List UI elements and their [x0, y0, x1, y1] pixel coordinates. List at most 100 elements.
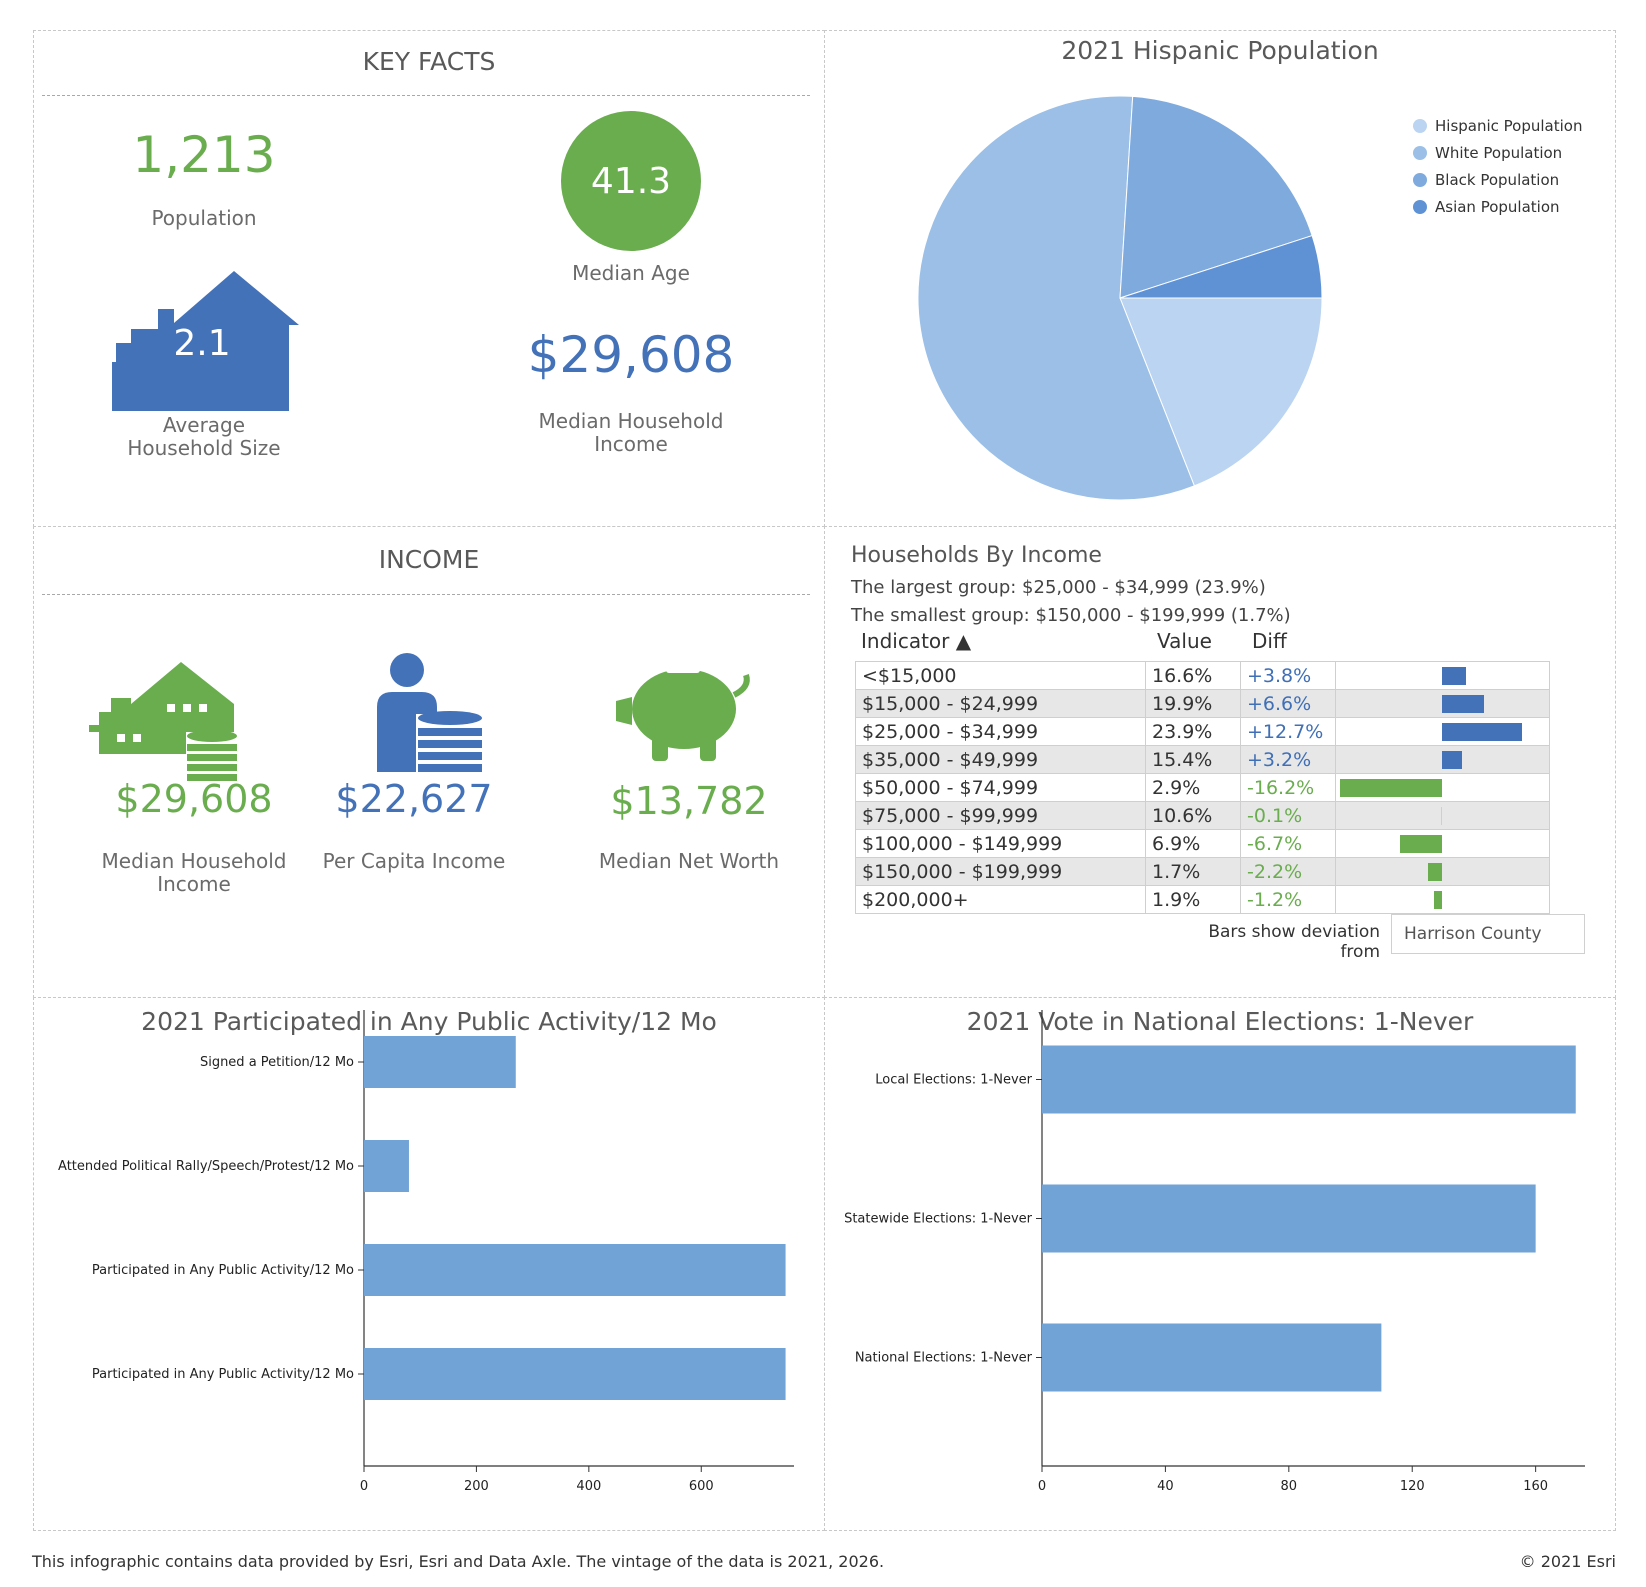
- deviation-select[interactable]: Harrison County: [1391, 914, 1585, 954]
- bar[interactable]: [364, 1036, 516, 1088]
- legend-swatch: [1413, 119, 1427, 133]
- smallest-group-text: The smallest group: $150,000 - $199,999 …: [851, 605, 1291, 626]
- bar[interactable]: [1042, 1184, 1536, 1253]
- value-cell: 1.9%: [1145, 885, 1241, 914]
- diff-cell: +6.6%: [1240, 689, 1336, 718]
- x-tick-label: 0: [360, 1479, 368, 1494]
- vote-chart-title: 2021 Vote in National Elections: 1-Never: [966, 1007, 1474, 1036]
- category-label: Signed a Petition/12 Mo: [200, 1055, 354, 1070]
- diff-bar-cell: [1335, 885, 1550, 914]
- indicator-cell: $35,000 - $49,999: [855, 745, 1146, 774]
- legend-item[interactable]: Black Population: [1413, 171, 1559, 189]
- x-tick-label: 400: [576, 1479, 601, 1494]
- key-facts-panel: KEY FACTS 1,213 Population 41.3 Median A…: [33, 30, 825, 527]
- income-median-hh-label-2: Income: [157, 872, 231, 896]
- x-tick-label: 120: [1400, 1479, 1425, 1494]
- bar[interactable]: [1042, 1045, 1576, 1114]
- diff-bar: [1442, 751, 1463, 769]
- population-label: Population: [151, 206, 257, 230]
- pie-title: 2021 Hispanic Population: [1061, 36, 1379, 65]
- income-panel: INCOME $29,608 Median Household Income $…: [33, 526, 825, 998]
- table-row: $25,000 - $34,999 23.9% +12.7%: [855, 717, 1550, 746]
- piggy-bank-icon: [616, 667, 750, 761]
- col-value-header[interactable]: Value: [1157, 629, 1212, 653]
- table-row: $15,000 - $24,999 19.9% +6.6%: [855, 689, 1550, 718]
- house-icon: [102, 271, 299, 411]
- table-row: $150,000 - $199,999 1.7% -2.2%: [855, 857, 1550, 886]
- legend-item[interactable]: Asian Population: [1413, 198, 1560, 216]
- diff-bar-cell: [1335, 661, 1550, 690]
- bar[interactable]: [364, 1140, 409, 1192]
- diff-bar: [1442, 723, 1522, 741]
- table-row: $75,000 - $99,999 10.6% -0.1%: [855, 801, 1550, 830]
- per-capita-label: Per Capita Income: [322, 849, 506, 873]
- divider: [42, 594, 810, 595]
- col-indicator-header[interactable]: Indicator ▲: [861, 629, 972, 653]
- houses-coins-icon: [89, 662, 238, 784]
- key-facts-title: KEY FACTS: [362, 47, 496, 76]
- diff-bar-cell: [1335, 745, 1550, 774]
- bar[interactable]: [1042, 1323, 1382, 1392]
- population-value: 1,213: [132, 126, 276, 184]
- median-hh-income-label-1: Median Household: [538, 409, 724, 433]
- diff-cell: -0.1%: [1240, 801, 1336, 830]
- median-age-value: 41.3: [590, 160, 672, 202]
- category-label: Attended Political Rally/Speech/Protest/…: [58, 1159, 354, 1174]
- x-tick-label: 200: [464, 1479, 489, 1494]
- table-row: $50,000 - $74,999 2.9% -16.2%: [855, 773, 1550, 802]
- diff-cell: -16.2%: [1240, 773, 1336, 802]
- deviation-select-value: Harrison County: [1404, 924, 1542, 944]
- legend-swatch: [1413, 173, 1427, 187]
- diff-cell: +3.8%: [1240, 661, 1336, 690]
- diff-bar: [1442, 667, 1466, 685]
- indicator-cell: $150,000 - $199,999: [855, 857, 1146, 886]
- value-cell: 16.6%: [1145, 661, 1241, 690]
- x-tick-label: 40: [1157, 1479, 1174, 1494]
- indicator-cell: <$15,000: [855, 661, 1146, 690]
- diff-bar-cell: [1335, 717, 1550, 746]
- median-age-label: Median Age: [572, 261, 690, 285]
- vote-bar-chart: Local Elections: 1-Never Statewide Electi…: [844, 1010, 1585, 1494]
- diff-bar: [1442, 695, 1484, 713]
- legend-label: Hispanic Population: [1435, 117, 1583, 135]
- value-cell: 1.7%: [1145, 857, 1241, 886]
- pie-slice-hispanic-population[interactable]: [1119, 297, 1323, 487]
- deviation-label: Bars show deviation from: [1208, 922, 1380, 962]
- bar[interactable]: [364, 1348, 786, 1400]
- footer-copyright: © 2021 Esri: [1519, 1552, 1616, 1571]
- public-activity-panel: 2021 Participated in Any Public Activity…: [33, 997, 825, 1531]
- pie-slice-white-population[interactable]: [917, 95, 1196, 501]
- category-label: Local Elections: 1-Never: [875, 1073, 1032, 1088]
- diff-bar-cell: [1335, 689, 1550, 718]
- diff-bar-cell: [1335, 801, 1550, 830]
- category-label: Statewide Elections: 1-Never: [844, 1212, 1033, 1227]
- diff-bar: [1434, 891, 1442, 909]
- legend-item[interactable]: White Population: [1413, 144, 1562, 162]
- diff-bar: [1440, 807, 1442, 825]
- value-cell: 10.6%: [1145, 801, 1241, 830]
- category-label: National Elections: 1-Never: [855, 1351, 1033, 1366]
- pie-chart: [917, 95, 1323, 501]
- person-coins-icon: [377, 653, 484, 784]
- legend-item[interactable]: Hispanic Population: [1413, 117, 1582, 135]
- median-hh-income-label-2: Income: [594, 432, 668, 456]
- largest-group-text: The largest group: $25,000 - $34,999 (23…: [851, 577, 1266, 598]
- income-median-hh-value: $29,608: [115, 777, 273, 821]
- diff-bar-cell: [1335, 773, 1550, 802]
- indicator-cell: $50,000 - $74,999: [855, 773, 1146, 802]
- x-tick-label: 160: [1523, 1479, 1548, 1494]
- pie-slice-asian-population[interactable]: [1119, 234, 1323, 299]
- indicator-cell: $100,000 - $149,999: [855, 829, 1146, 858]
- diff-bar-cell: [1335, 857, 1550, 886]
- value-cell: 6.9%: [1145, 829, 1241, 858]
- indicator-cell: $75,000 - $99,999: [855, 801, 1146, 830]
- hh-income-title: Households By Income: [851, 543, 1102, 568]
- diff-cell: -6.7%: [1240, 829, 1336, 858]
- diff-bar: [1339, 779, 1442, 797]
- bar[interactable]: [364, 1244, 786, 1296]
- activity-bar-chart: Signed a Petition/12 Mo Attended Politica…: [58, 1010, 794, 1494]
- indicator-cell: $200,000+: [855, 885, 1146, 914]
- pie-slice-black-population[interactable]: [1119, 95, 1313, 299]
- col-diff-header[interactable]: Diff: [1252, 629, 1287, 653]
- indicator-cell: $25,000 - $34,999: [855, 717, 1146, 746]
